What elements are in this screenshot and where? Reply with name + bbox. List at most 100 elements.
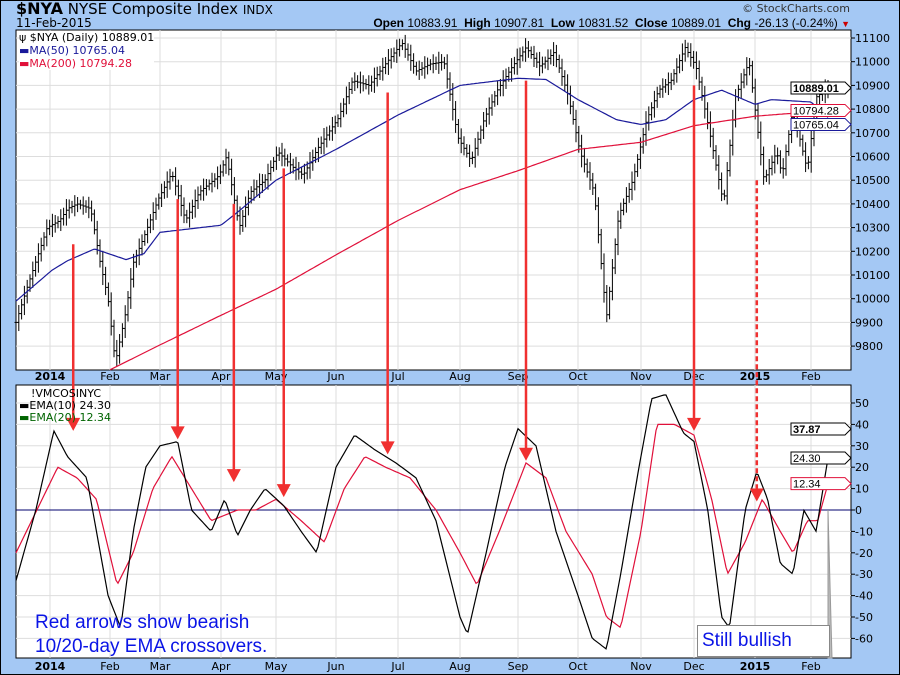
y-tick-label: 10300 xyxy=(855,222,890,235)
high-value: 10907.81 xyxy=(494,16,545,30)
x-tick-label: Jul xyxy=(390,660,404,673)
x-tick-label: Apr xyxy=(211,660,231,673)
y-tick-label: 30 xyxy=(855,440,869,453)
y-tick-label: 10800 xyxy=(855,103,890,116)
close-label: Close xyxy=(634,16,668,30)
price-plot-area xyxy=(15,29,852,371)
x-tick-label: Nov xyxy=(630,370,652,383)
y-tick-label: 10000 xyxy=(855,293,890,306)
y-tick-label: 10200 xyxy=(855,245,890,258)
y-tick-label: 50 xyxy=(855,397,869,410)
line-swatch-icon: ▬ xyxy=(19,57,30,70)
x-tick-label: Feb xyxy=(801,660,820,673)
exchange: INDX xyxy=(242,3,273,17)
indicator-plot-area xyxy=(15,384,852,659)
quote-bar: Open 10883.91 High 10907.81 Low 10831.52… xyxy=(373,17,850,31)
x-tick-label: Sep xyxy=(508,370,529,383)
x-tick-label: 2015 xyxy=(740,660,771,673)
chg-value: -26.13 (-0.24%) xyxy=(754,16,838,30)
x-tick-label: Mar xyxy=(150,370,171,383)
indicator-value-tag-box xyxy=(790,422,852,436)
x-tick-label: 2014 xyxy=(35,660,66,673)
indicator-value-tag-box xyxy=(790,451,852,465)
annotation-note: Red arrows show bearish 10/20-day EMA cr… xyxy=(35,611,267,659)
legend-ema20: ▬EMA(20) 12.34 xyxy=(19,412,111,424)
y-tick-label: -20 xyxy=(855,547,873,560)
y-tick-label: 10700 xyxy=(855,127,890,140)
line-swatch-icon: ▬ xyxy=(19,399,30,412)
red-arrow-head xyxy=(276,484,291,498)
red-arrow-head xyxy=(687,417,701,431)
open-label: Open xyxy=(373,16,405,30)
ohlc-bar-icon: ψ xyxy=(19,31,30,44)
red-arrow-head xyxy=(66,417,81,431)
ema20-line xyxy=(15,423,829,629)
low-label: Low xyxy=(550,16,575,30)
red-arrow-head xyxy=(226,469,241,483)
y-tick-label: -10 xyxy=(855,525,873,538)
line-swatch-icon: ▬ xyxy=(19,411,30,424)
chart-date: 11-Feb-2015 xyxy=(16,16,92,30)
y-tick-label: 9900 xyxy=(855,316,883,329)
copyright: © StockCharts.com xyxy=(742,2,850,15)
chg-label: Chg xyxy=(727,16,752,30)
x-tick-label: Jun xyxy=(326,660,344,673)
ma200-line xyxy=(109,109,829,371)
x-tick-label: 2014 xyxy=(35,370,66,383)
y-tick-label: 10500 xyxy=(855,174,890,187)
price-legend: ψ $NYA (Daily) 10889.01 ▬MA(50) 10765.04… xyxy=(19,31,155,70)
x-tick-label: Dec xyxy=(683,660,704,673)
x-tick-label: Feb xyxy=(801,370,820,383)
legend-ema10: ▬EMA(10) 24.30 xyxy=(19,400,111,412)
x-tick-label: Sep xyxy=(508,660,529,673)
ema10-line xyxy=(15,394,829,650)
y-tick-label: 11000 xyxy=(855,56,890,69)
chart-title: $NYA NYSE Composite Index INDX xyxy=(16,0,273,19)
x-tick-label: Jul xyxy=(390,370,404,383)
indicator-legend: !VMCOSINYC ▬EMA(10) 24.30 ▬EMA(20) 12.34 xyxy=(19,388,111,424)
y-tick-label: 10600 xyxy=(855,151,890,164)
x-tick-label: 2015 xyxy=(740,370,771,383)
red-arrow-head xyxy=(749,488,764,502)
price-value-tag-box xyxy=(790,103,852,117)
price-value-tag: 10765.04 xyxy=(793,119,839,131)
x-tick-label: Mar xyxy=(150,660,171,673)
x-tick-label: Feb xyxy=(100,660,119,673)
index-name: NYSE Composite Index xyxy=(67,0,239,18)
y-tick-label: 10 xyxy=(855,483,869,496)
legend-ema20-text: EMA(20) 12.34 xyxy=(29,411,111,424)
red-arrow-head xyxy=(519,447,533,461)
ma50-line xyxy=(15,77,829,302)
red-arrow-head xyxy=(170,426,185,440)
symbol: $NYA xyxy=(16,0,63,18)
x-tick-label: May xyxy=(265,660,288,673)
indicator-value-tag-box xyxy=(790,477,852,491)
open-value: 10883.91 xyxy=(407,16,458,30)
close-value: 10889.01 xyxy=(670,16,722,30)
x-tick-label: Oct xyxy=(568,370,588,383)
price-value-tag-box xyxy=(790,81,852,95)
legend-price-text: $NYA (Daily) 10889.01 xyxy=(29,31,155,44)
y-tick-label: -50 xyxy=(855,611,873,624)
x-tick-label: Jun xyxy=(326,370,344,383)
x-tick-label: May xyxy=(265,370,288,383)
price-bars xyxy=(14,34,830,367)
legend-ma200: ▬MA(200) 10794.28 xyxy=(19,57,154,70)
y-tick-label: 10900 xyxy=(855,79,890,92)
x-tick-label: Oct xyxy=(568,660,588,673)
indicator-value-tag: 37.87 xyxy=(793,424,821,436)
price-value-tag-box xyxy=(790,117,852,131)
high-label: High xyxy=(464,16,491,30)
y-tick-label: 10400 xyxy=(855,198,890,211)
y-tick-label: 11100 xyxy=(855,32,890,45)
y-tick-label: -30 xyxy=(855,568,873,581)
y-tick-label: 10100 xyxy=(855,269,890,282)
indicator-value-tag: 24.30 xyxy=(793,453,821,465)
legend-ema10-text: EMA(10) 24.30 xyxy=(29,399,111,412)
legend-ma200-text: MA(200) 10794.28 xyxy=(29,57,132,70)
price-value-tag: 10889.01 xyxy=(793,83,839,95)
y-tick-label: 0 xyxy=(855,504,862,517)
note-line-1: Red arrows show bearish xyxy=(35,612,250,633)
x-tick-label: Aug xyxy=(449,660,470,673)
